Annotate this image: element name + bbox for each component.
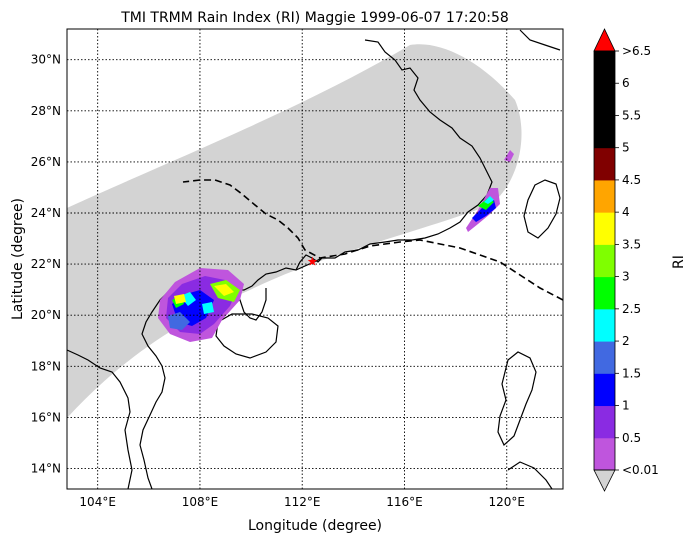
tmi-swath <box>67 44 522 418</box>
colorbar: <0.01 0.5 1 1.5 2 2.5 3 3.5 4 4.5 5 5.5 6 >6.5 <box>593 28 659 492</box>
storm-center-star <box>307 256 318 266</box>
rain-cell-gulf-royal <box>168 312 190 330</box>
colorbar-tick-label: 1.5 <box>622 366 641 380</box>
colorbar-segment-10 <box>594 115 615 149</box>
colorbar-tick-label: 6 <box>622 76 630 90</box>
colorbar-segment-0 <box>594 437 615 471</box>
colorbar-segment-12 <box>594 51 615 84</box>
colorbar-tick-label: 2.5 <box>622 302 641 316</box>
lat-tick-label: 20°N <box>31 308 61 322</box>
hainan-island <box>215 313 279 359</box>
rain-cell-gulf-cyan-b <box>202 302 214 314</box>
colorbar-segment-4 <box>594 308 615 342</box>
longitude-ticks: 104°E 108°E 112°E 116°E 120°E <box>79 495 525 509</box>
lat-tick-label: 16°N <box>31 410 61 424</box>
storm-track <box>182 179 563 301</box>
colorbar-tick-label: 5.5 <box>622 108 641 122</box>
colorbar-segment-6 <box>594 244 615 278</box>
lat-tick-label: 14°N <box>31 462 61 476</box>
china-coast <box>204 39 493 301</box>
lon-tick-label: 120°E <box>489 495 526 509</box>
colorbar-under-extension <box>593 469 616 492</box>
lat-tick-label: 26°N <box>31 155 61 169</box>
rain-cell-fujian-cyan <box>484 196 494 204</box>
colorbar-tick-label: 4.5 <box>622 173 641 187</box>
colorbar-tick-label: 1 <box>622 399 630 413</box>
philippines-luzon <box>497 351 537 446</box>
colorbar-segment-9 <box>594 147 615 181</box>
lon-tick-label: 112°E <box>284 495 321 509</box>
indochina-interior <box>67 349 133 489</box>
x-axis-label: Longitude (degree) <box>248 518 382 534</box>
lat-tick-label: 30°N <box>31 53 61 67</box>
colorbar-segment-11 <box>594 83 615 116</box>
colorbar-tick-label: <0.01 <box>622 463 659 477</box>
lon-tick-label: 108°E <box>182 495 219 509</box>
lon-tick-label: 104°E <box>79 495 116 509</box>
taiwan <box>523 179 561 239</box>
colorbar-segment-3 <box>594 341 615 374</box>
colorbar-tick-label: 3 <box>622 270 630 284</box>
colorbar-over-extension <box>593 28 616 52</box>
lon-tick-label: 116°E <box>386 495 423 509</box>
lat-tick-label: 22°N <box>31 257 61 271</box>
lat-tick-label: 18°N <box>31 359 61 373</box>
colorbar-tick-label: >6.5 <box>622 44 651 58</box>
philippines-south <box>507 461 553 489</box>
colorbar-tick-label: 5 <box>622 141 630 155</box>
colorbar-tick-label: 4 <box>622 205 630 219</box>
colorbar-tick-label: 2 <box>622 334 630 348</box>
gridlines <box>67 29 563 489</box>
colorbar-segment-7 <box>594 212 615 245</box>
korea-japan-fragment <box>519 29 561 51</box>
rain-cells <box>158 150 514 342</box>
pearl-river-delta <box>295 254 323 271</box>
colorbar-segment-5 <box>594 276 615 310</box>
lat-tick-label: 28°N <box>31 104 61 118</box>
rain-cell-gulf-yellow-a <box>174 294 186 304</box>
storm-center-marker <box>307 256 318 266</box>
colorbar-tick-label: 0.5 <box>622 431 641 445</box>
map-area <box>67 29 563 489</box>
map-frame <box>66 28 564 490</box>
leizhou-peninsula <box>235 288 267 321</box>
latitude-ticks: 14°N 16°N 18°N 20°N 22°N 24°N 26°N 28°N 30°N <box>31 53 61 476</box>
chart-title: TMI TRMM Rain Index (RI) Maggie 1999-06-… <box>120 10 509 26</box>
colorbar-frame <box>593 50 616 471</box>
colorbar-label: RI <box>671 255 687 269</box>
colorbar-tick-label: 3.5 <box>622 237 641 251</box>
colorbar-segment-2 <box>594 373 615 407</box>
y-axis-label: Latitude (degree) <box>10 198 26 320</box>
rain-cell-gulf-yellow-b <box>214 284 234 296</box>
colorbar-segment-1 <box>594 405 615 439</box>
lat-tick-label: 24°N <box>31 206 61 220</box>
colorbar-segment-8 <box>594 179 615 213</box>
